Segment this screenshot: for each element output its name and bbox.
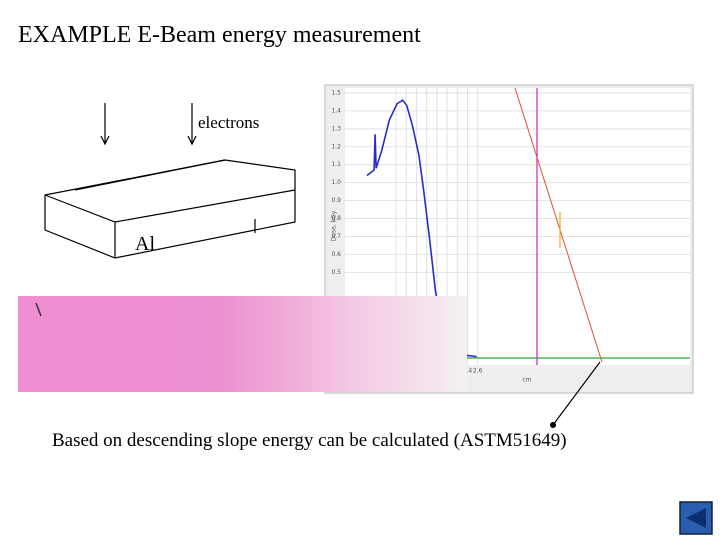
tangent-line [514, 87, 603, 363]
y-tick-label: 0.9 [331, 197, 341, 204]
y-axis-label: Dose, kGy [331, 210, 338, 241]
y-tick-label: 0.7 [331, 233, 341, 240]
diagram [44, 103, 296, 259]
y-tick-label: 1.4 [331, 107, 341, 114]
y-tick-label: 0.5 [331, 269, 341, 276]
strip-mark [35, 302, 42, 317]
y-tick-label: 0.8 [331, 215, 341, 222]
y-tick-label: 1.2 [331, 143, 341, 150]
pointer-arrow [550, 361, 601, 428]
y-tick-label: 1.1 [331, 161, 341, 168]
next-button[interactable] [679, 501, 713, 535]
x-axis-label: cm [522, 377, 531, 384]
material-label: Al [135, 233, 155, 255]
y-tick-label: 1.0 [331, 179, 341, 186]
x-tick-label: 2.4 [463, 368, 473, 375]
y-tick-label: 1.3 [331, 125, 341, 132]
x-tick-label: 2.6 [473, 368, 483, 375]
caption: Based on descending slope energy can be … [52, 430, 567, 451]
film-strip [18, 296, 467, 392]
electrons-label: electrons [198, 113, 259, 132]
y-tick-label: 1.5 [331, 90, 341, 97]
y-tick-label: 0.6 [331, 251, 341, 258]
slide-title: EXAMPLE E-Beam energy measurement [18, 22, 421, 48]
